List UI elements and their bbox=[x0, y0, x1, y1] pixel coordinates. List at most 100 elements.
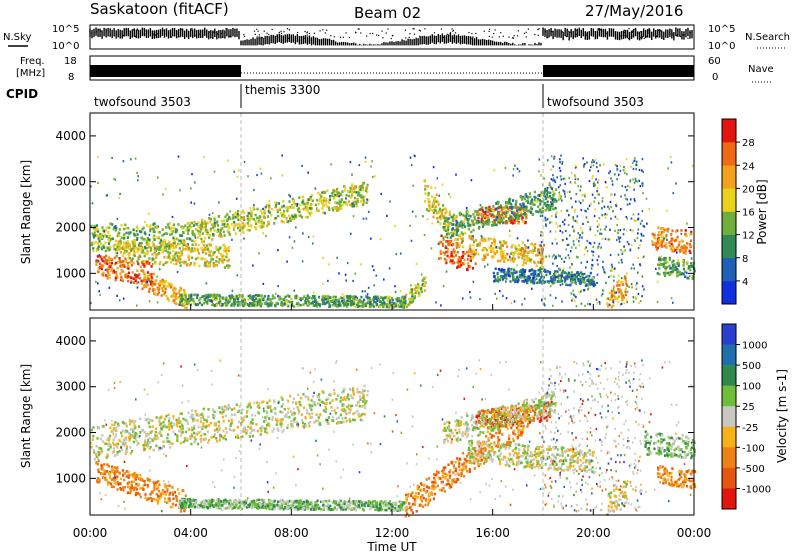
cell-power-sparse bbox=[355, 273, 357, 275]
cell-power-sparse bbox=[568, 244, 570, 246]
cell-power bbox=[514, 251, 516, 254]
cell-power bbox=[324, 191, 326, 194]
cell-power-sparse bbox=[409, 225, 411, 227]
cell-power-sparse bbox=[447, 237, 449, 239]
cell-power bbox=[222, 255, 224, 258]
cell-power bbox=[109, 235, 111, 238]
cell-power bbox=[92, 233, 94, 236]
cell-power-sparse bbox=[630, 198, 632, 200]
cell-power-sparse bbox=[626, 158, 628, 160]
cell-power bbox=[127, 280, 129, 283]
cell-power-sparse bbox=[236, 198, 238, 200]
cell-power bbox=[436, 217, 438, 220]
cell-power bbox=[447, 248, 449, 251]
cell-power bbox=[671, 261, 673, 264]
cell-power bbox=[518, 248, 520, 251]
cell-power bbox=[132, 228, 134, 231]
cell-power bbox=[151, 253, 153, 256]
cell-power bbox=[139, 277, 141, 280]
cell-power bbox=[421, 291, 423, 294]
cell-power-sparse bbox=[594, 284, 596, 286]
cell-power bbox=[106, 247, 108, 250]
noise-search-dot bbox=[106, 36, 107, 37]
noise-search-dot bbox=[687, 38, 688, 39]
noise-search-dot bbox=[221, 33, 222, 34]
cell-power bbox=[327, 295, 329, 298]
cell-power-sparse bbox=[484, 265, 486, 267]
cell-power-sparse bbox=[117, 252, 119, 254]
cell-power bbox=[187, 300, 189, 303]
cell-power bbox=[277, 211, 279, 214]
cell-power bbox=[478, 227, 480, 230]
cell-power bbox=[467, 220, 469, 223]
cell-power bbox=[237, 298, 239, 301]
cell-power-sparse bbox=[565, 230, 567, 232]
cell-power bbox=[447, 226, 449, 229]
cell-power bbox=[526, 206, 528, 209]
cell-power bbox=[450, 259, 452, 262]
cell-power bbox=[459, 212, 461, 215]
cell-power-sparse bbox=[371, 160, 373, 162]
cell-power-sparse bbox=[578, 200, 580, 202]
cell-power bbox=[523, 206, 525, 209]
cell-power-sparse bbox=[691, 257, 693, 259]
cell-power bbox=[460, 223, 462, 226]
cell-power bbox=[476, 222, 478, 225]
cell-power-sparse bbox=[471, 179, 473, 181]
cell-power bbox=[168, 242, 170, 245]
cell-power bbox=[496, 224, 498, 227]
cell-power-sparse bbox=[626, 198, 628, 200]
cell-power bbox=[530, 243, 532, 246]
cell-power bbox=[167, 245, 169, 248]
cell-power bbox=[654, 237, 656, 240]
cell-power-sparse bbox=[539, 158, 541, 160]
cell-power bbox=[295, 203, 297, 206]
colorbar-label-power: 16 bbox=[742, 208, 755, 219]
cell-power bbox=[242, 222, 244, 225]
cell-power bbox=[495, 208, 497, 211]
cell-power bbox=[106, 226, 108, 229]
cell-power-sparse bbox=[410, 157, 412, 159]
cell-power bbox=[493, 240, 495, 243]
cell-power-sparse bbox=[599, 303, 601, 305]
cell-power bbox=[418, 294, 420, 297]
noise-search-dot bbox=[155, 34, 156, 35]
cell-power-sparse bbox=[602, 261, 604, 263]
noise-search-dot bbox=[345, 32, 346, 33]
cell-power-sparse bbox=[630, 166, 632, 168]
cell-power-sparse bbox=[249, 207, 251, 209]
cell-power-sparse bbox=[655, 268, 657, 270]
noise-search-dot bbox=[470, 38, 471, 39]
cell-power bbox=[474, 250, 476, 253]
cell-power bbox=[362, 303, 364, 306]
cell-power-sparse bbox=[545, 219, 547, 221]
cell-power-sparse bbox=[352, 202, 354, 204]
cell-power bbox=[207, 248, 209, 251]
cell-power-sparse bbox=[97, 156, 99, 158]
cell-power bbox=[455, 224, 457, 227]
cell-power bbox=[350, 196, 352, 199]
cell-power-sparse bbox=[365, 161, 367, 163]
cell-power-sparse bbox=[626, 273, 628, 275]
cell-power-sparse bbox=[610, 177, 612, 179]
cell-power bbox=[115, 262, 117, 265]
noise-search-dot bbox=[244, 36, 245, 37]
cell-power-sparse bbox=[568, 224, 570, 226]
cell-power-sparse bbox=[551, 221, 553, 223]
cell-power bbox=[167, 223, 169, 226]
cell-power-sparse bbox=[599, 217, 601, 219]
cell-power bbox=[536, 282, 538, 285]
cell-power-sparse bbox=[602, 200, 604, 202]
cell-power-sparse bbox=[632, 162, 634, 164]
cell-power bbox=[456, 242, 458, 245]
cell-power-sparse bbox=[596, 282, 598, 284]
noise-search-dot bbox=[214, 32, 215, 33]
cell-power bbox=[192, 232, 194, 235]
cell-power-sparse bbox=[99, 294, 101, 296]
cell-power bbox=[214, 304, 216, 307]
cell-power-sparse bbox=[517, 168, 519, 170]
cell-power-sparse bbox=[687, 261, 689, 263]
cell-power-sparse bbox=[456, 247, 458, 249]
noise-search-dot bbox=[281, 33, 282, 34]
cell-power-sparse bbox=[277, 285, 279, 287]
